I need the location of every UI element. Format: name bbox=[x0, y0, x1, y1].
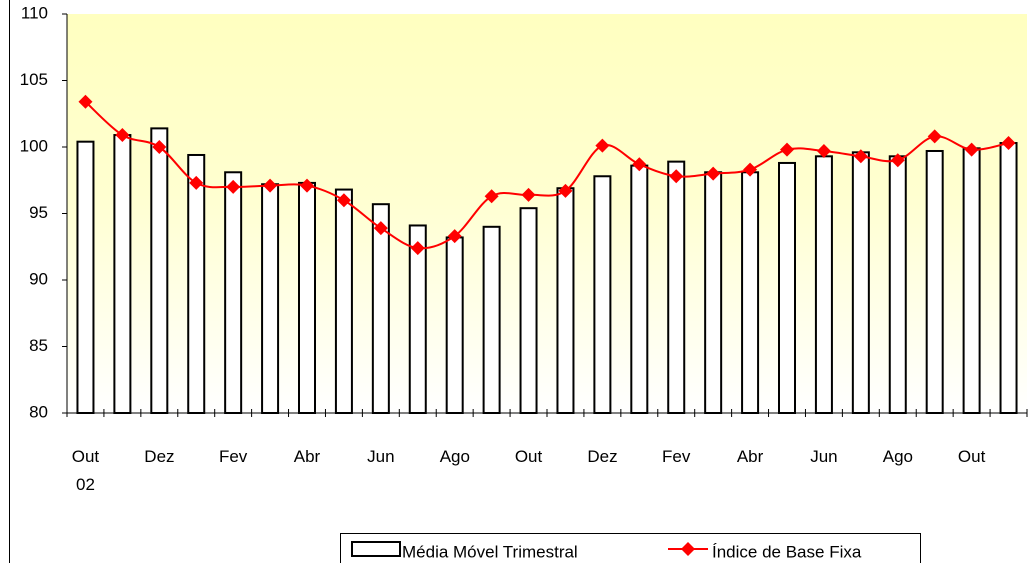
bar bbox=[925, 149, 944, 415]
bar bbox=[187, 153, 206, 414]
marker bbox=[706, 166, 721, 181]
x-tick-label: Out bbox=[514, 447, 543, 466]
bar bbox=[408, 224, 427, 414]
marker bbox=[816, 143, 831, 158]
x-tick-label: Abr bbox=[293, 447, 321, 466]
plot-area bbox=[67, 14, 1027, 413]
y-tick-label: 90 bbox=[29, 269, 48, 288]
bar bbox=[741, 171, 760, 414]
bar bbox=[76, 140, 95, 414]
bar bbox=[593, 175, 612, 414]
y-tick-label: 100 bbox=[20, 136, 48, 155]
x-tick-label: Out bbox=[957, 447, 986, 466]
bar bbox=[851, 151, 870, 414]
bar bbox=[999, 142, 1018, 414]
legend-box bbox=[340, 533, 921, 563]
marker bbox=[632, 157, 647, 172]
marker bbox=[743, 162, 758, 177]
bar bbox=[298, 181, 316, 414]
bar bbox=[150, 127, 169, 414]
x-tick-label: Dez bbox=[587, 447, 618, 466]
marker bbox=[558, 183, 573, 198]
bar bbox=[888, 155, 907, 414]
marker bbox=[226, 179, 241, 194]
marker bbox=[521, 187, 536, 202]
bar bbox=[519, 207, 538, 414]
marker bbox=[115, 128, 130, 143]
bar bbox=[371, 203, 390, 414]
bar bbox=[778, 161, 796, 414]
marker bbox=[484, 189, 499, 204]
x-tick-label: Jun bbox=[367, 447, 395, 466]
y-tick-label: 85 bbox=[29, 336, 48, 355]
legend-label: Média Móvel Trimestral bbox=[402, 542, 578, 561]
x-tick-label: Fev bbox=[218, 447, 248, 466]
legend-label: Índice de Base Fixa bbox=[712, 542, 862, 561]
bar bbox=[482, 225, 501, 414]
x-tick-label: Fev bbox=[662, 447, 691, 466]
y-tick-label: 110 bbox=[21, 3, 48, 22]
x-tick-label: Ago bbox=[439, 447, 470, 466]
marker bbox=[595, 138, 610, 153]
bar bbox=[261, 183, 280, 414]
y-tick-label: 80 bbox=[29, 402, 48, 421]
x-tick-label: Jun bbox=[810, 447, 838, 466]
marker bbox=[263, 178, 278, 193]
marker bbox=[152, 140, 167, 154]
bar bbox=[667, 160, 686, 414]
bar bbox=[445, 236, 464, 414]
bar bbox=[962, 147, 981, 415]
marker bbox=[780, 142, 794, 157]
x-tick-label: Out 02 bbox=[71, 447, 100, 494]
marker bbox=[853, 149, 868, 164]
marker bbox=[78, 94, 93, 109]
y-tick-label: 105 bbox=[20, 70, 48, 89]
marker bbox=[669, 169, 684, 184]
marker bbox=[410, 241, 425, 256]
bar bbox=[113, 134, 132, 414]
y-tick-label: 95 bbox=[29, 203, 48, 222]
bar bbox=[556, 187, 575, 414]
marker bbox=[964, 142, 979, 157]
bar bbox=[704, 171, 723, 414]
bar bbox=[630, 164, 649, 414]
marker bbox=[300, 178, 314, 193]
x-tick-label: Abr bbox=[736, 447, 764, 466]
legend-swatch bbox=[351, 541, 401, 557]
bar bbox=[334, 188, 353, 414]
marker bbox=[1001, 136, 1016, 151]
marker bbox=[890, 153, 905, 168]
bar bbox=[224, 171, 243, 414]
x-tick-label: Ago bbox=[882, 447, 914, 466]
marker bbox=[447, 229, 462, 244]
marker bbox=[373, 221, 388, 236]
x-tick-label: Dez bbox=[144, 447, 175, 466]
bar bbox=[814, 155, 833, 414]
marker bbox=[189, 175, 204, 190]
marker bbox=[336, 193, 351, 208]
legend-marker bbox=[681, 542, 695, 556]
marker bbox=[927, 129, 942, 144]
